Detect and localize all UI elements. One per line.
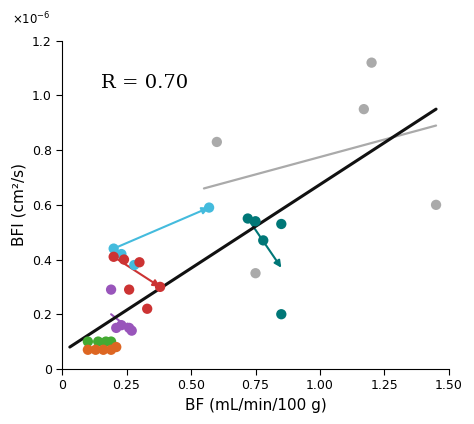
Point [130, 262, 138, 268]
Point [125, 286, 133, 293]
Point [368, 59, 375, 66]
Point [92, 346, 100, 353]
Point [118, 322, 125, 329]
Point [432, 201, 440, 208]
Point [277, 220, 285, 227]
Point [107, 346, 115, 353]
Point [136, 259, 143, 266]
Point [102, 338, 109, 345]
Point [244, 215, 252, 222]
Point [259, 237, 267, 244]
Point [107, 286, 115, 293]
Point [112, 324, 120, 331]
Point [213, 139, 220, 145]
Point [252, 218, 259, 225]
Point [156, 284, 164, 290]
Point [125, 324, 133, 331]
Point [94, 338, 102, 345]
Text: R = 0.70: R = 0.70 [101, 74, 188, 92]
Point [84, 338, 91, 345]
Text: $\times10^{-6}$: $\times10^{-6}$ [12, 11, 50, 28]
Point [100, 346, 107, 353]
Point [112, 343, 120, 350]
Point [128, 327, 136, 334]
Point [110, 245, 118, 252]
Y-axis label: BFI (cm²/s): BFI (cm²/s) [11, 163, 26, 246]
Point [277, 311, 285, 318]
Point [120, 256, 128, 263]
Point [252, 270, 259, 276]
Point [118, 251, 125, 257]
X-axis label: BF (mL/min/100 g): BF (mL/min/100 g) [185, 398, 327, 413]
Point [144, 305, 151, 312]
Point [84, 346, 91, 353]
Point [205, 204, 213, 211]
Point [107, 338, 115, 345]
Point [110, 254, 118, 260]
Point [360, 106, 368, 112]
